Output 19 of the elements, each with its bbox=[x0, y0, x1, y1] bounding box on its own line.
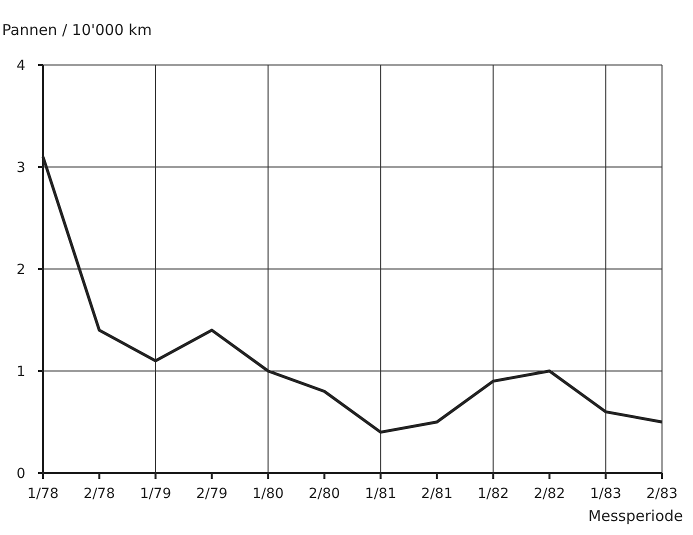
y-tick-label: 4 bbox=[16, 58, 26, 74]
x-tick-label: 1/82 bbox=[477, 486, 509, 502]
x-tick-label: 1/79 bbox=[140, 486, 172, 502]
x-tick-label: 2/78 bbox=[84, 486, 115, 502]
y-tick-label: 0 bbox=[16, 466, 26, 482]
y-axis-title: Pannen / 10'000 km bbox=[2, 21, 152, 39]
y-tick-label: 3 bbox=[16, 160, 26, 176]
y-tick-label: 2 bbox=[16, 262, 26, 278]
x-tick-label: 2/82 bbox=[534, 486, 566, 502]
x-tick-label: 2/80 bbox=[308, 486, 340, 502]
y-tick-label: 1 bbox=[16, 364, 26, 380]
x-axis-title: Messperiode bbox=[588, 507, 683, 525]
x-tick-label: 2/81 bbox=[421, 486, 453, 502]
x-tick-label: 1/83 bbox=[590, 486, 622, 502]
x-tick-label: 2/79 bbox=[196, 486, 228, 502]
x-tick-label: 2/83 bbox=[646, 486, 678, 502]
x-tick-label: 1/81 bbox=[364, 486, 396, 502]
x-tick-label: 1/80 bbox=[252, 486, 284, 502]
x-tick-label: 1/78 bbox=[27, 486, 59, 502]
